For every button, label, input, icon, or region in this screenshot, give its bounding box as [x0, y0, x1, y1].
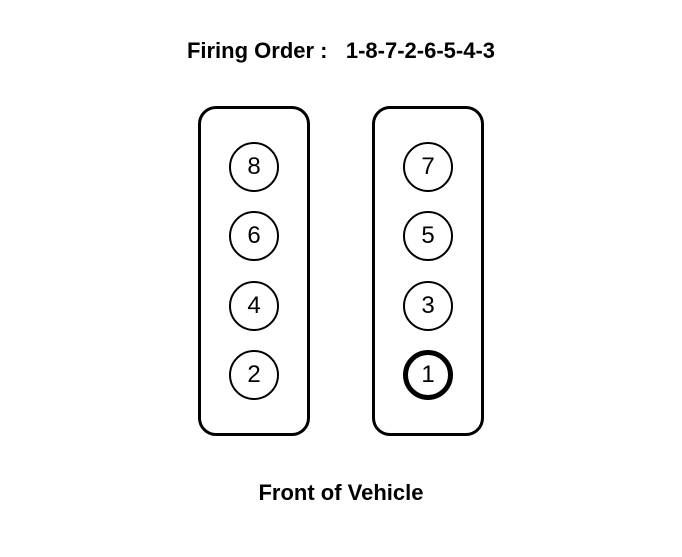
cylinder-2: 2 [229, 350, 279, 400]
cylinder-3: 3 [403, 281, 453, 331]
firing-order-sequence: 1-8-7-2-6-5-4-3 [346, 38, 495, 63]
cylinder-4: 4 [229, 281, 279, 331]
cylinder-6: 6 [229, 211, 279, 261]
cylinder-bank-left: 8 6 4 2 [198, 106, 310, 436]
cylinder-5: 5 [403, 211, 453, 261]
firing-order-title: Firing Order : 1-8-7-2-6-5-4-3 [0, 38, 682, 64]
cylinder-banks: 8 6 4 2 7 5 3 1 [0, 106, 682, 436]
cylinder-1: 1 [403, 350, 453, 400]
cylinder-bank-right: 7 5 3 1 [372, 106, 484, 436]
cylinder-8: 8 [229, 142, 279, 192]
front-of-vehicle-label: Front of Vehicle [0, 480, 682, 506]
cylinder-7: 7 [403, 142, 453, 192]
firing-order-label: Firing Order : [187, 38, 328, 63]
